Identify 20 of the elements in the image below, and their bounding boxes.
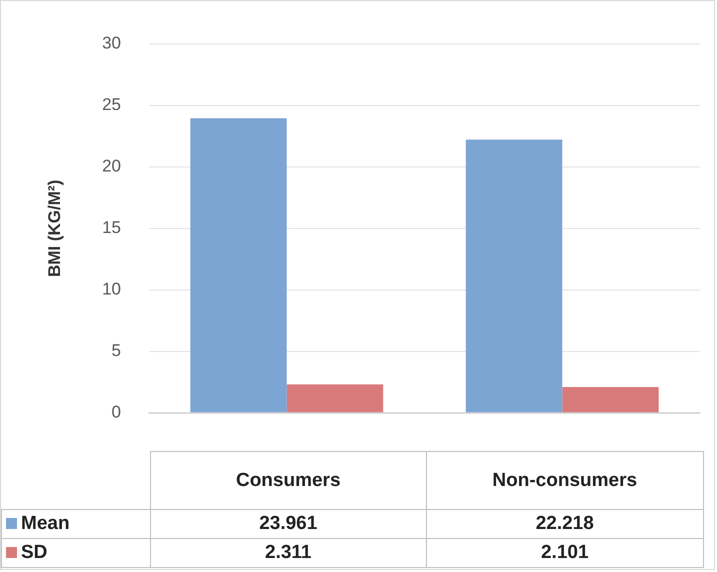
y-tick-label: 20 (102, 156, 121, 176)
y-tick-label: 5 (112, 341, 121, 360)
x-tick-label: Consumers (150, 452, 426, 510)
bar (190, 118, 287, 412)
y-tick-label: 10 (102, 280, 121, 299)
x-tick-label: Non-consumers (426, 452, 703, 510)
legend-label: Mean (2, 510, 150, 538)
bar (562, 386, 659, 412)
data-label: 22.218 (426, 510, 703, 538)
y-tick-label: 30 (102, 34, 121, 53)
data-label: 2.311 (150, 538, 426, 568)
data-label: 2.101 (426, 538, 703, 568)
y-axis-title: BMI (KG/M²) (44, 180, 64, 278)
y-tick-label: 15 (102, 218, 121, 238)
data-label: 23.961 (150, 510, 426, 538)
y-tick-label: 0 (112, 402, 121, 422)
y-tick-label: 25 (102, 95, 121, 114)
bar (466, 140, 562, 412)
legend-label: SD (2, 538, 150, 568)
bar (286, 384, 384, 412)
